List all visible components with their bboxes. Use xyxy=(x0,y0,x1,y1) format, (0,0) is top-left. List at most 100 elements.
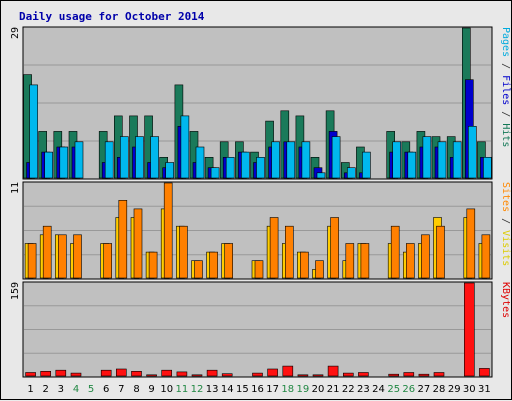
bar-sites-day-3 xyxy=(57,234,67,279)
bar-sites-day-2 xyxy=(42,225,52,279)
bar-sites-day-31 xyxy=(481,234,491,279)
day-label-31: 31 xyxy=(478,384,491,395)
bar-kbytes-day-6 xyxy=(100,369,112,377)
day-label-10: 10 xyxy=(160,384,173,395)
bar-sites-day-21 xyxy=(330,217,339,279)
bar-sites-day-19 xyxy=(300,251,309,279)
bar-pages-day-7 xyxy=(120,136,129,179)
panel-hits-files-pages: 29 Pages / Files / Hits xyxy=(10,26,511,180)
bar-kbytes-day-3 xyxy=(55,369,67,377)
bar-sites-day-8 xyxy=(133,208,143,279)
day-label-30: 30 xyxy=(463,384,476,395)
bar-sites-day-9 xyxy=(148,251,158,279)
day-label-16: 16 xyxy=(251,384,264,395)
bar-pages-day-12 xyxy=(195,146,205,179)
bar-kbytes-day-19 xyxy=(297,374,309,377)
day-label-9: 9 xyxy=(148,384,154,395)
bar-sites-day-1 xyxy=(27,243,37,279)
bar-sites-day-10 xyxy=(163,182,173,279)
bar-pages-day-11 xyxy=(180,115,190,179)
bar-kbytes-day-31 xyxy=(479,368,490,377)
chart-title: Daily usage for October 2014 xyxy=(19,10,205,23)
day-label-14: 14 xyxy=(221,384,234,395)
bar-sites-day-25 xyxy=(390,225,400,279)
bar-kbytes-day-4 xyxy=(70,372,82,377)
day-label-4: 4 xyxy=(73,384,79,395)
legend-entry: Files xyxy=(500,75,511,105)
bar-sites-day-11 xyxy=(179,225,188,279)
bar-kbytes-day-17 xyxy=(267,368,278,377)
bar-pages-day-28 xyxy=(437,141,447,179)
bar-kbytes-day-23 xyxy=(358,372,369,377)
bar-kbytes-day-7 xyxy=(116,368,127,377)
day-label-27: 27 xyxy=(418,384,431,395)
bar-pages-day-31 xyxy=(483,157,492,179)
bar-pages-day-16 xyxy=(256,157,265,179)
bar-kbytes-day-20 xyxy=(312,374,324,377)
bar-pages-day-14 xyxy=(225,157,235,179)
bar-pages-day-30 xyxy=(467,126,477,179)
bar-pages-day-4 xyxy=(74,141,84,179)
legend-hits-files-pages: Pages / Files / Hits xyxy=(500,27,511,147)
bar-kbytes-day-22 xyxy=(342,372,354,377)
day-label-29: 29 xyxy=(448,384,461,395)
bar-sites-day-6 xyxy=(103,243,112,279)
day-label-18: 18 xyxy=(281,384,294,395)
bar-kbytes-day-30 xyxy=(463,282,475,377)
bar-sites-day-14 xyxy=(224,243,233,279)
day-label-8: 8 xyxy=(133,384,139,395)
day-label-19: 19 xyxy=(297,384,310,395)
panel-kbytes: 159 KBytes xyxy=(10,281,511,378)
bar-kbytes-day-13 xyxy=(206,369,218,377)
day-label-7: 7 xyxy=(118,384,124,395)
bar-sites-day-7 xyxy=(118,200,128,279)
legend-entry: Hits xyxy=(500,123,511,147)
legend-entry: Visits xyxy=(500,230,511,266)
legend-entry: Pages xyxy=(500,27,511,57)
day-label-6: 6 xyxy=(103,384,109,395)
bar-sites-day-16 xyxy=(254,260,264,279)
bar-pages-day-26 xyxy=(407,151,417,179)
bar-pages-day-27 xyxy=(422,136,432,179)
day-label-28: 28 xyxy=(433,384,446,395)
bar-pages-day-29 xyxy=(452,141,462,179)
bar-kbytes-day-25 xyxy=(388,373,400,377)
bar-kbytes-day-18 xyxy=(282,365,294,377)
legend-entry: / xyxy=(500,212,511,230)
bar-pages-day-1 xyxy=(29,84,38,179)
bar-kbytes-day-28 xyxy=(433,372,445,377)
bar-kbytes-day-27 xyxy=(418,373,430,377)
bar-pages-day-21 xyxy=(331,136,341,179)
day-label-11: 11 xyxy=(176,384,189,395)
max-value-label: 159 xyxy=(10,282,21,300)
bar-pages-day-19 xyxy=(301,141,311,179)
bar-pages-day-23 xyxy=(362,151,371,179)
bar-sites-day-26 xyxy=(405,243,415,279)
bar-pages-day-6 xyxy=(104,141,114,179)
bar-sites-day-27 xyxy=(421,234,430,279)
legend-entry: Sites xyxy=(500,182,511,212)
bar-kbytes-day-16 xyxy=(252,372,263,377)
bar-kbytes-day-8 xyxy=(131,370,142,377)
day-label-1: 1 xyxy=(27,384,33,395)
day-label-13: 13 xyxy=(206,384,219,395)
max-value-label: 11 xyxy=(10,182,21,194)
legend-kbytes: KBytes xyxy=(500,282,511,318)
bar-kbytes-day-26 xyxy=(403,372,415,377)
bar-kbytes-day-1 xyxy=(25,372,36,377)
bar-kbytes-day-14 xyxy=(221,373,233,377)
bar-pages-day-2 xyxy=(44,151,54,179)
bar-kbytes-day-21 xyxy=(327,365,339,377)
legend-entry: / xyxy=(500,105,511,123)
bar-pages-day-9 xyxy=(150,136,159,179)
day-label-25: 25 xyxy=(387,384,400,395)
bar-kbytes-day-10 xyxy=(161,369,172,377)
bar-pages-day-8 xyxy=(135,136,144,179)
bar-pages-day-13 xyxy=(210,167,220,179)
bar-pages-day-3 xyxy=(59,146,69,179)
bar-kbytes-day-2 xyxy=(40,370,52,377)
day-label-12: 12 xyxy=(191,384,204,395)
bar-kbytes-day-11 xyxy=(176,371,188,377)
bar-sites-day-28 xyxy=(436,225,445,279)
